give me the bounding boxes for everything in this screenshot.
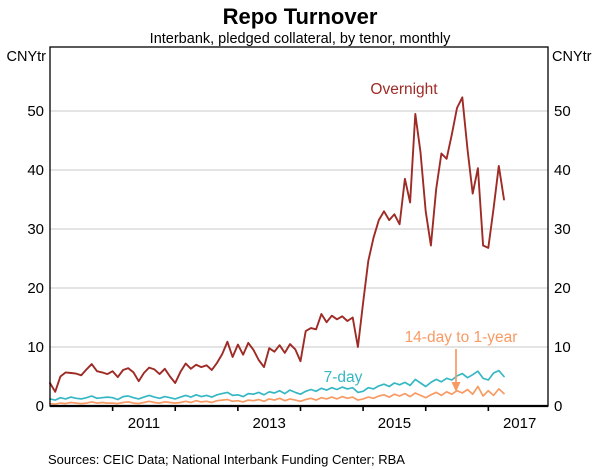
y-label-right-0: 0 <box>554 398 562 415</box>
plot-border <box>49 46 549 407</box>
y-axis-labels-left: 0 10 20 30 40 50 <box>27 103 44 415</box>
source-note: Sources: CEIC Data; National Interbank F… <box>48 452 405 467</box>
series-annotations: Overnight 7-day 14-day to 1-year <box>324 81 518 392</box>
y-label-right-20: 20 <box>554 280 571 297</box>
y-label-right-40: 40 <box>554 162 571 179</box>
y-label-left-0: 0 <box>36 398 44 415</box>
chart-title: Repo Turnover <box>222 4 378 29</box>
unit-label-right: CNYtr <box>552 49 592 65</box>
unit-label-left: CNYtr <box>7 49 47 65</box>
fourteen-day-to-1yr-label: 14-day to 1-year <box>405 329 518 346</box>
y-label-left-20: 20 <box>27 280 44 297</box>
y-label-left-10: 10 <box>27 339 44 356</box>
y-label-right-10: 10 <box>554 339 571 356</box>
overnight-label: Overnight <box>370 81 438 98</box>
y-label-right-50: 50 <box>554 103 571 120</box>
gridlines <box>50 110 548 348</box>
overnight-line <box>49 96 505 393</box>
y-label-right-30: 30 <box>554 221 571 238</box>
y-axis-labels-right: 0 10 20 30 40 50 <box>554 103 571 415</box>
seven-day-label: 7-day <box>324 369 363 386</box>
x-label-2011: 2011 <box>128 415 160 432</box>
annotation-arrow-head <box>451 382 461 392</box>
y-label-left-30: 30 <box>27 221 44 238</box>
seven-day-line <box>49 369 505 401</box>
y-label-left-50: 50 <box>27 103 44 120</box>
chart-subtitle: Interbank, pledged collateral, by tenor,… <box>149 31 451 47</box>
axes <box>49 46 549 411</box>
y-label-left-40: 40 <box>27 162 44 179</box>
fourteen-day-to-1yr-line <box>49 385 505 406</box>
x-label-2013: 2013 <box>252 415 285 432</box>
x-axis-labels: 2011 2013 2015 2017 <box>128 415 537 432</box>
series-lines <box>49 96 505 406</box>
x-label-2017: 2017 <box>503 415 536 432</box>
x-label-2015: 2015 <box>378 415 411 432</box>
